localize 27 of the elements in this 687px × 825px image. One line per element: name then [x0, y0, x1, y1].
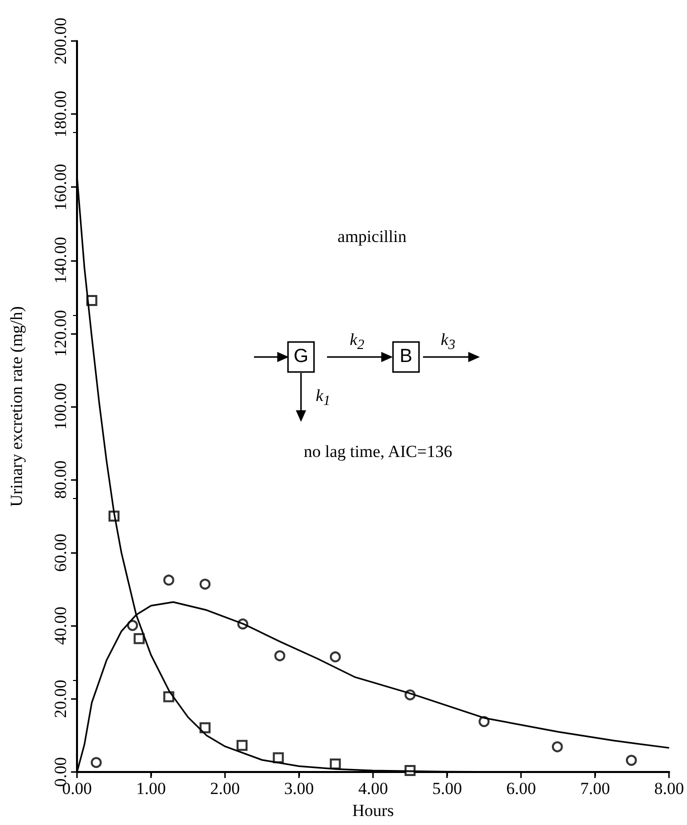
- annotation: ampicillin: [338, 227, 406, 246]
- x-tick-label: 7.00: [580, 779, 610, 798]
- x-tick-label: 1.00: [136, 779, 166, 798]
- x-tick-label: 6.00: [506, 779, 536, 798]
- annotation: B: [400, 346, 412, 367]
- annotation: k$_{3}$: [440, 330, 456, 354]
- y-tick-label: 160.00: [51, 164, 70, 211]
- y-tick-label: 120.00: [51, 310, 70, 357]
- y-tick-label: 200.00: [51, 18, 70, 64]
- y-tick-label: 40.00: [51, 606, 70, 645]
- annotation: k$_{1}$: [316, 386, 330, 410]
- y-axis-title: Urinary excretion rate (mg/h): [7, 306, 26, 507]
- y-tick-label: 180.00: [51, 90, 70, 138]
- x-tick-label: 8.00: [654, 779, 684, 798]
- annotation: no lag time, AIC=136: [304, 442, 452, 461]
- x-tick-label: 4.00: [358, 779, 388, 798]
- y-tick-label: 140.00: [51, 236, 70, 284]
- annotation: G: [294, 346, 308, 367]
- y-tick-label: 20.00: [51, 680, 70, 718]
- annotation: k$_{2}$: [350, 330, 364, 354]
- x-tick-label: 5.00: [432, 779, 462, 798]
- y-tick-label: 100.00: [51, 383, 70, 430]
- y-tick-label: 60.00: [51, 534, 70, 572]
- x-axis-title: Hours: [352, 800, 394, 820]
- x-tick-label: 3.00: [284, 779, 314, 798]
- x-tick-label: 2.00: [210, 779, 240, 798]
- y-tick-label: 80.00: [51, 460, 70, 499]
